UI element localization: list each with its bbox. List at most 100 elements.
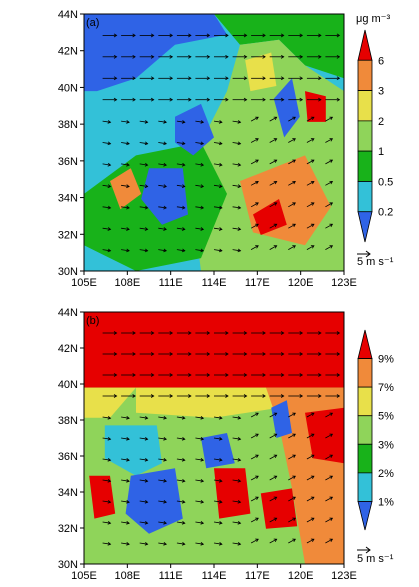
wind-vector-head — [188, 97, 192, 102]
wind-vector — [232, 458, 241, 461]
wind-vector — [269, 202, 277, 208]
wind-vector-head — [150, 394, 155, 398]
wind-vector-head — [318, 54, 322, 59]
wind-vector — [102, 479, 111, 482]
wind-vector-head — [329, 496, 334, 500]
wind-vector-head — [218, 436, 223, 441]
wind-vector-head — [273, 181, 278, 185]
wind-vector-head — [132, 352, 136, 356]
wind-vector-head — [310, 245, 315, 249]
wind-vector — [213, 227, 222, 230]
region-red-central — [214, 468, 251, 519]
wind-vector-head — [329, 433, 334, 437]
wind-vector-head — [163, 205, 167, 210]
wind-vector — [306, 202, 315, 208]
wind-vector-head — [329, 138, 334, 142]
wind-vector-head — [273, 496, 278, 500]
wind-vector — [139, 542, 148, 545]
wind-vector — [232, 227, 241, 230]
wind-vector-head — [181, 248, 186, 253]
wind-vector — [306, 433, 315, 439]
wind-vector — [288, 475, 296, 481]
wind-vector-head — [107, 520, 112, 525]
wind-vector-head — [255, 517, 259, 522]
wind-vector — [158, 542, 167, 545]
wind-vector-head — [163, 248, 167, 253]
wind-vector — [325, 433, 333, 439]
wind-vector-head — [292, 433, 296, 437]
wind-vector — [195, 500, 204, 503]
wind-vector — [176, 521, 185, 524]
wind-vector-head — [144, 184, 149, 189]
wind-vector-head — [188, 76, 192, 81]
wind-vector-head — [163, 184, 167, 189]
wind-vector — [213, 521, 222, 524]
lat-tick-label: 44N — [58, 9, 78, 21]
wind-vector-head — [132, 54, 136, 59]
lon-tick-label: 117E — [245, 570, 270, 582]
wind-vector-head — [255, 475, 259, 480]
wind-vector-head — [163, 162, 167, 167]
colorbar-b: 9% 7% 5% 3% 2% 1% — [357, 329, 394, 531]
wind-vector-head — [144, 227, 149, 231]
wind-vector-head — [181, 436, 186, 441]
wind-vector-head — [329, 202, 334, 206]
wind-vector-head — [310, 223, 315, 228]
panel-b-label: (b) — [86, 315, 99, 327]
wind-vector-head — [310, 454, 315, 458]
wind-vector-head — [273, 517, 278, 521]
wind-vector — [288, 454, 296, 460]
wind-vector-head — [163, 120, 167, 124]
wind-vector — [250, 496, 259, 502]
wind-vector-head — [181, 478, 186, 483]
wind-vector — [158, 521, 167, 524]
wind-vector-head — [150, 352, 155, 356]
wind-vector — [288, 116, 296, 122]
wind-vector-head — [225, 331, 229, 335]
wind-vector-head — [273, 475, 278, 479]
wind-vector-head — [280, 373, 285, 377]
wind-vector — [306, 454, 315, 460]
wind-vector-head — [329, 538, 334, 542]
wind-vector-head — [107, 248, 112, 253]
region-red-north — [84, 312, 344, 388]
wind-vector-head — [132, 33, 136, 38]
lat-tick-label: 42N — [58, 343, 78, 355]
wind-vector-head — [255, 454, 259, 459]
wind-vector-head — [107, 541, 112, 546]
wind-vector-head — [329, 454, 334, 458]
wind-vector-head — [188, 373, 192, 377]
wind-vector — [250, 433, 259, 439]
wind-vector-head — [299, 352, 304, 356]
wind-vector-head — [336, 33, 341, 38]
wind-vector-head — [243, 97, 248, 102]
wind-vector-head — [150, 76, 155, 81]
wind-vector — [232, 206, 241, 209]
wind-vector-head — [243, 331, 248, 335]
wind-vector — [139, 142, 148, 145]
wind-vector — [250, 538, 259, 544]
colorbar-label: 0.5 — [378, 176, 393, 188]
wind-vector — [325, 116, 333, 122]
wind-vector-head — [163, 141, 167, 146]
wind-vector — [102, 120, 111, 123]
wind-vector — [232, 249, 241, 252]
wind-vector — [176, 500, 185, 503]
wind-vector-head — [237, 120, 242, 124]
wind-vector-head — [292, 159, 296, 163]
wind-vector-head — [113, 331, 118, 335]
wind-vector — [269, 454, 277, 460]
region-yellow-north — [245, 52, 277, 92]
wind-vector — [139, 227, 148, 230]
wind-vector-head — [126, 141, 130, 146]
wind-vector — [121, 206, 130, 209]
wind-vector-head — [107, 205, 112, 210]
wind-vector-head — [273, 116, 278, 120]
map-a — [83, 13, 345, 272]
wind-vector — [325, 475, 333, 481]
lon-tick-label: 120E — [288, 570, 314, 582]
wind-vector-head — [206, 394, 211, 398]
wind-vector-head — [262, 352, 266, 356]
wind-vector-head — [181, 120, 186, 124]
